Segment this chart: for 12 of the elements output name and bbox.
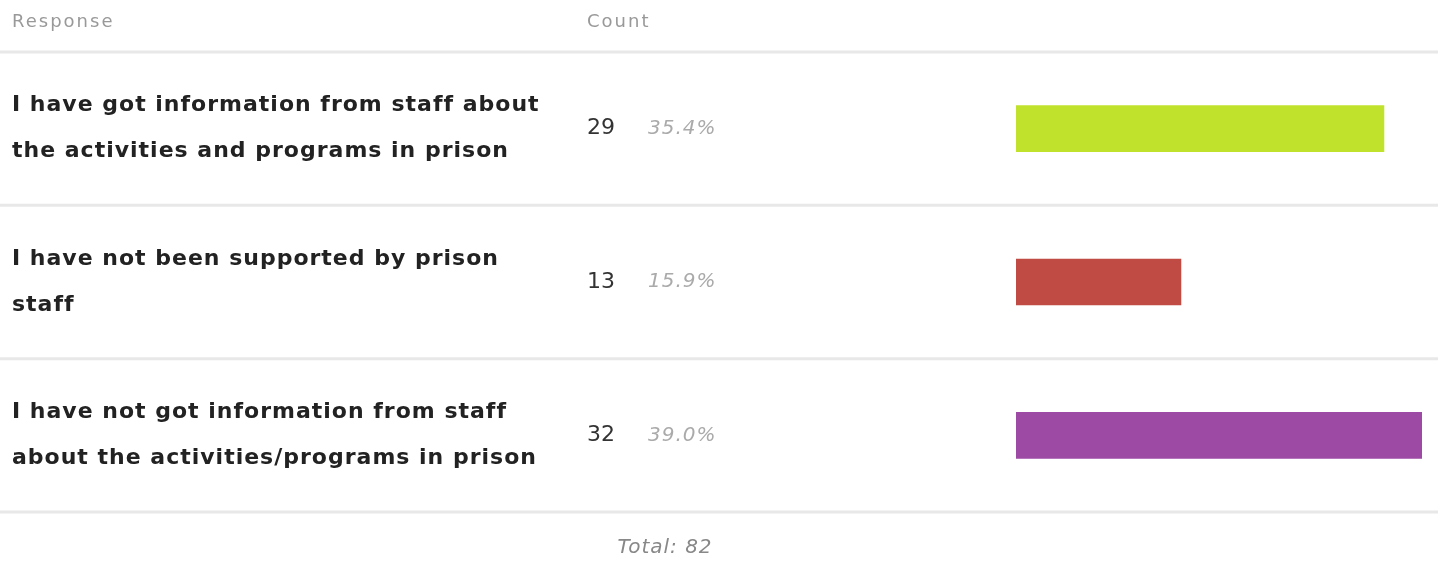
y-tick-label: I have not got information from staff about the activities/programs in prison [12,398,537,470]
y-tick-label: I have got information from staff about the activities and programs in prison [12,91,540,163]
text: 39.0% [648,421,717,446]
text: 15.9% [648,268,717,293]
data-label: 13 [587,267,615,293]
y-axis-title: Response [12,9,115,31]
y-tick-label: I have not been supported by prison staff [12,244,499,316]
data-label: 29 [587,114,615,140]
text: Total: 82 [617,534,713,559]
text: 35.4% [648,114,717,139]
data-label: 32 [587,421,615,447]
x-axis-title: Count [587,9,651,31]
